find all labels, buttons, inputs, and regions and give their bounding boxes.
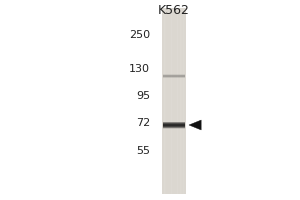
Text: 95: 95: [136, 91, 150, 101]
Bar: [163, 127, 185, 128]
Polygon shape: [189, 120, 201, 130]
Bar: [163, 124, 185, 125]
Bar: [163, 126, 185, 127]
Bar: [163, 123, 185, 124]
Text: 130: 130: [129, 64, 150, 74]
Bar: [163, 122, 185, 123]
Bar: [163, 128, 185, 129]
Text: 55: 55: [136, 146, 150, 156]
Text: 72: 72: [136, 118, 150, 128]
Text: 250: 250: [129, 30, 150, 40]
Bar: [163, 125, 185, 126]
Text: K562: K562: [158, 4, 190, 17]
Bar: [162, 8, 186, 194]
